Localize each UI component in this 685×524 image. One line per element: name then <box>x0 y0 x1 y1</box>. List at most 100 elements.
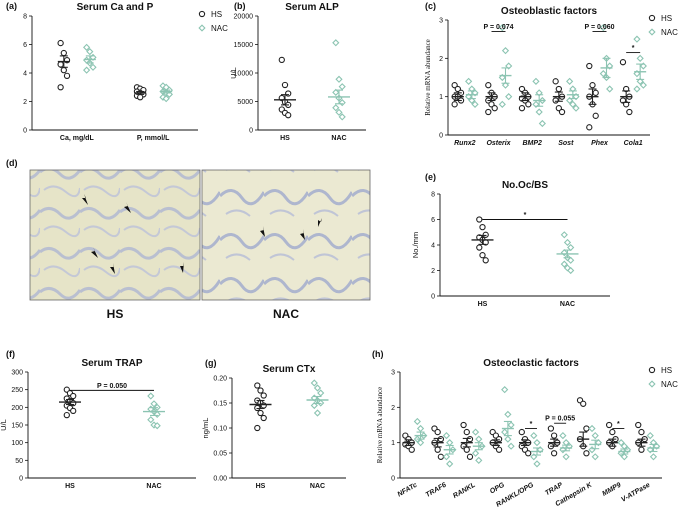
data-point-nac <box>599 70 607 78</box>
y-tick-label-g: 0.20 <box>213 376 227 383</box>
data-point-nac <box>588 446 596 454</box>
category-label-f: HS <box>65 483 75 490</box>
data-point-nac <box>639 81 647 89</box>
legend-marker-nac <box>198 24 206 32</box>
data-point-hs <box>518 85 526 93</box>
data-point-nac <box>413 417 421 426</box>
data-point-hs <box>278 56 285 64</box>
panel-letter-g: (g) <box>205 358 217 368</box>
data-point-nac <box>501 47 510 55</box>
data-point-nac <box>567 243 575 252</box>
data-point-nac <box>332 88 340 96</box>
y-tick-label-b: 0 <box>249 128 253 135</box>
data-point-hs <box>586 124 593 131</box>
data-point-hs <box>451 82 458 89</box>
panel-letter-h: (h) <box>372 349 384 359</box>
data-point-hs <box>605 421 613 429</box>
y-tick-label-f: 150 <box>11 423 23 430</box>
data-point-nac <box>636 54 644 62</box>
data-point-hs <box>466 435 474 443</box>
data-point-hs <box>63 72 71 79</box>
chart-title-b: Serum ALP <box>285 2 339 13</box>
data-point-nac <box>313 384 322 392</box>
data-point-nac <box>533 460 541 468</box>
y-tick-label-f: 250 <box>11 387 23 394</box>
data-point-hs <box>619 59 627 66</box>
data-point-nac <box>567 266 575 275</box>
image-label-nac: NAC <box>273 307 299 321</box>
category-label-h: OPG <box>489 481 506 495</box>
data-point-hs <box>70 392 77 400</box>
data-point-nac <box>147 392 155 400</box>
data-point-hs <box>592 89 599 96</box>
chart-h: (h) Osteoclastic factors 0 1 2 3 Relative mRNA… <box>372 349 678 509</box>
legend-a: HS NAC <box>198 10 228 33</box>
panel-letter-a: (a) <box>6 1 17 11</box>
chart-g: (g) Serum CTx 0.00 0.05 0.10 0.15 0.20 ng/mL HS N… <box>201 358 346 490</box>
data-point-nac <box>505 93 513 101</box>
chart-e: (e) No.Oc/BS 0 2 4 6 8 No./mm HS NAC * <box>411 172 610 308</box>
legend-label-hs: HS <box>661 14 672 23</box>
data-point-nac <box>566 77 574 85</box>
data-point-hs <box>434 446 441 453</box>
data-point-hs <box>260 392 267 399</box>
legend-marker-hs <box>648 366 656 374</box>
data-point-nac <box>442 453 451 461</box>
data-point-nac <box>646 431 654 440</box>
data-point-nac <box>313 409 322 417</box>
category-label-e: HS <box>478 301 488 308</box>
data-point-hs <box>57 84 64 91</box>
significance-label-c: P = 0.060 <box>584 24 614 31</box>
legend-label-nac: NAC <box>661 28 678 37</box>
data-point-nac <box>416 424 425 433</box>
data-point-hs <box>485 82 492 89</box>
data-point-nac <box>147 416 155 424</box>
histology-image-nac <box>201 169 371 301</box>
data-point-hs <box>518 428 525 436</box>
category-label-g: NAC <box>310 483 325 490</box>
data-point-nac <box>317 389 325 397</box>
data-point-nac <box>560 249 568 257</box>
data-point-nac <box>498 24 506 32</box>
y-tick-label-b: 10000 <box>234 71 254 78</box>
panel-letter-b: (b) <box>234 1 246 11</box>
data-point-hs <box>257 409 264 417</box>
data-point-nac <box>591 431 599 440</box>
data-point-nac <box>153 422 161 430</box>
data-point-nac <box>507 421 515 429</box>
data-point-nac <box>507 442 515 450</box>
y-tick-label-a: 6 <box>23 42 27 49</box>
legend-marker-nac <box>648 380 656 388</box>
data-point-nac <box>338 113 346 121</box>
data-point-nac <box>567 256 575 264</box>
chart-b: (b) Serum ALP 0 5000 10000 15000 20000 U/L HS NAC <box>229 1 366 142</box>
data-point-hs <box>137 94 144 101</box>
chart-title-a: Serum Ca and P <box>77 2 154 13</box>
data-point-nac <box>86 48 94 56</box>
data-point-nac <box>471 428 480 436</box>
data-point-hs <box>281 81 289 89</box>
y-tick-label-c: 2 <box>439 56 443 63</box>
significance-label-e: * <box>524 212 527 219</box>
data-point-hs <box>638 428 645 436</box>
data-point-hs <box>460 421 467 429</box>
data-point-nac <box>150 400 158 408</box>
panel-letter-e: (e) <box>425 172 436 182</box>
data-point-nac <box>471 449 480 457</box>
data-point-hs <box>580 400 587 407</box>
data-point-nac <box>535 108 543 116</box>
y-tick-label-g: 0.10 <box>213 426 227 433</box>
legend-label-nac: NAC <box>661 380 678 389</box>
category-label-c: Phex <box>591 140 609 147</box>
data-point-hs <box>476 216 483 223</box>
data-point-hs <box>635 421 642 429</box>
category-label-b: NAC <box>331 135 346 142</box>
category-label-h: NFATc <box>397 482 419 499</box>
black-arrow-icon <box>82 194 322 274</box>
data-point-nac <box>416 439 425 447</box>
data-point-nac <box>633 85 641 93</box>
data-point-hs <box>434 428 441 436</box>
data-point-hs <box>547 425 555 432</box>
data-point-hs <box>57 61 64 68</box>
y-tick-label-c: 1 <box>439 94 443 101</box>
